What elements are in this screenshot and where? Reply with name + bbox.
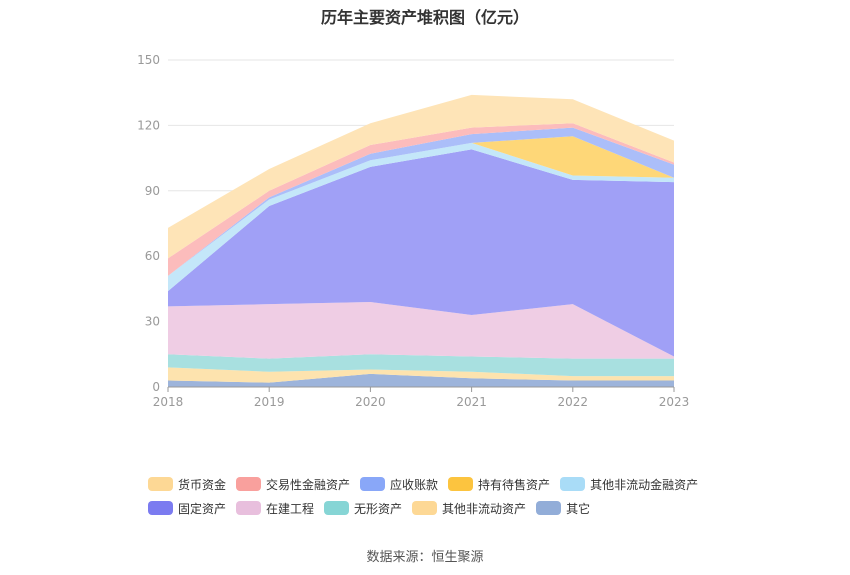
legend-swatch (360, 477, 386, 491)
legend-item[interactable]: 其他非流动金融资产 (560, 476, 698, 493)
legend-item[interactable]: 货币资金 (148, 476, 226, 493)
legend-label: 持有待售资产 (478, 477, 551, 492)
y-tick-label: 90 (145, 184, 160, 198)
x-tick-label: 2023 (659, 395, 690, 409)
legend-swatch (412, 501, 438, 515)
area-series (168, 94, 674, 259)
legend-label: 无形资产 (354, 501, 403, 516)
legend-swatch (148, 477, 173, 491)
legend-item[interactable]: 在建工程 (236, 500, 314, 517)
data-source: 数据来源：恒生聚源 (366, 550, 484, 565)
y-tick-label: 30 (145, 315, 160, 329)
legend-item[interactable]: 固定资产 (148, 500, 226, 517)
legend-item[interactable]: 应收账款 (360, 476, 438, 493)
y-tick-label: 60 (145, 249, 160, 263)
legend-item[interactable]: 交易性金融资产 (236, 476, 350, 493)
chart-legend: 货币资金 交易性金融资产 应收账款 持有待售资产 其他非流动金融资产 固定资产 在建工程 无… (148, 472, 748, 520)
legend-row: 固定资产 在建工程 无形资产 其他非流动资产 其它 (148, 496, 748, 520)
legend-swatch (236, 477, 262, 491)
y-tick-label: 150 (137, 53, 160, 67)
x-tick-label: 2022 (558, 395, 589, 409)
legend-item[interactable]: 其他非流动资产 (412, 500, 526, 517)
area-series (168, 149, 674, 357)
stacked-area-chart: 0 30 60 90 120 150 2018 2019 2020 2021 2022 2023 (137, 53, 690, 409)
legend-item[interactable]: 无形资产 (324, 500, 402, 517)
y-tick-label: 0 (152, 380, 160, 394)
x-tick-label: 2020 (355, 395, 386, 409)
area-series (168, 354, 674, 377)
legend-label: 交易性金融资产 (266, 477, 351, 492)
x-tick-label: 2018 (153, 395, 184, 409)
legend-swatch (560, 477, 586, 491)
legend-label: 其它 (566, 501, 591, 516)
legend-row: 货币资金 交易性金融资产 应收账款 持有待售资产 其他非流动金融资产 (148, 472, 748, 496)
legend-label: 其他非流动资产 (442, 501, 527, 516)
x-tick-label: 2019 (254, 395, 285, 409)
legend-label: 货币资金 (178, 477, 227, 492)
legend-swatch (148, 501, 173, 515)
legend-item[interactable]: 持有待售资产 (448, 476, 550, 493)
area-series (168, 301, 674, 359)
legend-label: 在建工程 (266, 501, 315, 516)
area-series (168, 367, 674, 383)
legend-label: 其他非流动金融资产 (590, 477, 699, 492)
y-tick-label: 120 (137, 118, 160, 132)
area-series (168, 373, 674, 387)
legend-label: 应收账款 (390, 477, 439, 492)
legend-swatch (236, 501, 262, 515)
x-tick-label: 2021 (456, 395, 487, 409)
chart-title: 历年主要资产堆积图（亿元） (320, 8, 529, 27)
legend-swatch (324, 501, 350, 515)
legend-swatch (448, 477, 474, 491)
legend-swatch (536, 501, 562, 515)
legend-item[interactable]: 其它 (536, 500, 590, 517)
legend-label: 固定资产 (178, 501, 227, 516)
